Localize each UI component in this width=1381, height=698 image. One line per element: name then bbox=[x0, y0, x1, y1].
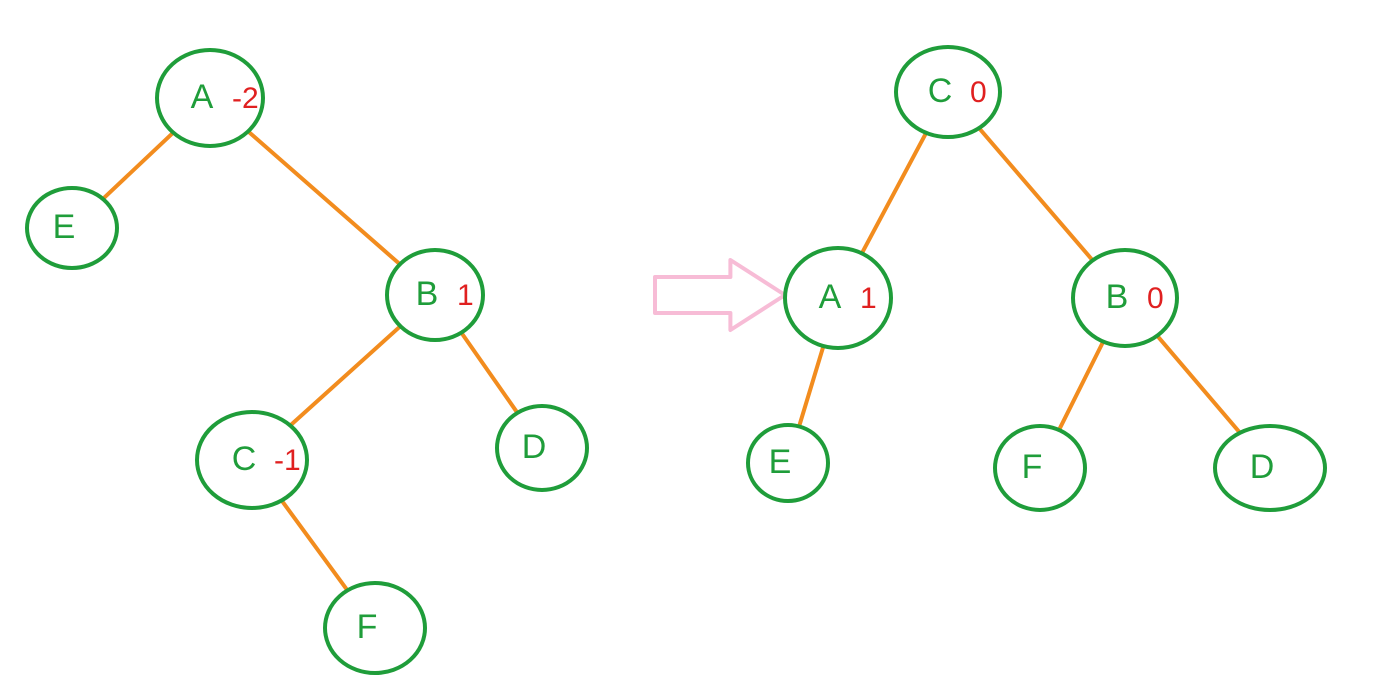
right_tree-node-C: C0 bbox=[896, 47, 1000, 137]
right_tree-node-F: F bbox=[995, 426, 1085, 510]
left_tree-edge-A-B bbox=[248, 131, 400, 264]
right_tree-node-E: E bbox=[748, 425, 828, 501]
left_tree-edge-B-D bbox=[461, 333, 517, 413]
right_tree-node-B-balance: 0 bbox=[1147, 282, 1164, 315]
left_tree-node-C-balance: -1 bbox=[274, 444, 301, 477]
right_tree-node-F-label: F bbox=[1022, 448, 1043, 486]
right_tree-edge-B-F bbox=[1059, 342, 1103, 430]
left_tree-node-D-label: D bbox=[522, 428, 547, 466]
left_tree-node-C: C -1 bbox=[197, 412, 307, 508]
left_tree-node-F-label: F bbox=[357, 608, 378, 646]
right_tree-node-A-balance: 1 bbox=[860, 282, 877, 315]
left_tree: A -2 E B1 C -1 D F bbox=[27, 50, 587, 673]
left_tree-edge-B-C bbox=[290, 326, 400, 425]
left_tree-node-C-label: C bbox=[232, 440, 257, 478]
right_tree: C0A1B0EFD bbox=[748, 47, 1325, 510]
right_tree-node-A: A1 bbox=[785, 248, 891, 348]
right_tree-edge-B-D bbox=[1157, 336, 1240, 433]
left_tree-node-E-label: E bbox=[53, 208, 76, 246]
left_tree-node-B-balance: 1 bbox=[457, 279, 474, 312]
right_tree-edge-C-A bbox=[862, 133, 926, 253]
left_tree-node-A-label: A bbox=[191, 78, 214, 116]
left_tree-node-F: F bbox=[325, 583, 425, 673]
left_tree-node-A: A -2 bbox=[157, 50, 263, 146]
right_tree-node-A-label: A bbox=[819, 278, 842, 316]
right_tree-node-C-balance: 0 bbox=[970, 76, 987, 109]
right_tree-node-C-label: C bbox=[928, 72, 953, 110]
transform-arrow bbox=[655, 260, 785, 330]
left_tree-edge-C-F bbox=[282, 500, 348, 590]
right_tree-node-B: B0 bbox=[1073, 250, 1177, 346]
right_tree-edge-A-E bbox=[799, 346, 823, 426]
diagram-canvas: A-2EB1C-1DFC0A1B0EFD bbox=[0, 0, 1381, 698]
right_tree-node-D-label: D bbox=[1250, 448, 1275, 486]
right_tree-node-B-label: B bbox=[1106, 278, 1129, 316]
left_tree-node-B-label: B bbox=[416, 275, 439, 313]
right_tree-node-E-label: E bbox=[769, 443, 792, 481]
right_tree-node-D: D bbox=[1215, 426, 1325, 510]
right_tree-edge-C-B bbox=[979, 128, 1093, 260]
left_tree-node-D: D bbox=[497, 406, 587, 490]
left_tree-node-E: E bbox=[27, 188, 117, 268]
left_tree-node-A-balance: -2 bbox=[232, 82, 259, 115]
left_tree-node-B: B1 bbox=[387, 250, 483, 340]
left_tree-edge-A-E bbox=[103, 133, 173, 199]
